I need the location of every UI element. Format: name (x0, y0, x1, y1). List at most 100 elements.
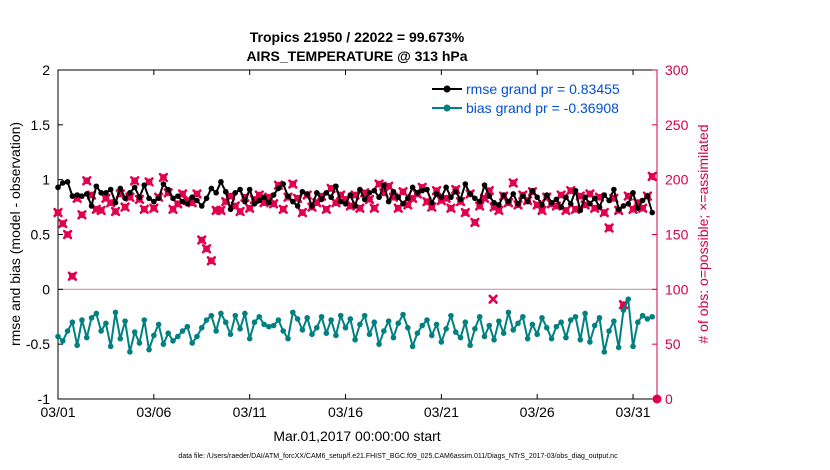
obs-assimilated-marker (139, 204, 149, 214)
bias-point (472, 326, 478, 332)
obs-possible-marker (246, 204, 254, 212)
rmse-point (405, 195, 411, 202)
rmse-point (266, 199, 272, 206)
bias-point (304, 315, 310, 321)
bias-point (299, 327, 306, 333)
rmse-point (69, 193, 76, 199)
bias-point (476, 313, 483, 320)
bias-point (88, 315, 95, 321)
x-tick-label: 03/26 (520, 404, 555, 420)
rmse-point (543, 192, 550, 198)
bias-point (381, 328, 387, 334)
bias-point (615, 344, 622, 351)
obs-possible-marker (131, 177, 139, 185)
rmse-point (625, 200, 632, 207)
y-tick-label: 0 (42, 281, 50, 297)
obs-possible-marker (605, 224, 613, 232)
bias-point (83, 334, 90, 341)
rmse-point (443, 184, 449, 191)
bias-point (534, 331, 540, 338)
rmse-point (524, 198, 531, 205)
bias-point (318, 313, 325, 320)
rmse-point (615, 206, 622, 213)
bias-point (333, 332, 339, 339)
rmse-point (520, 193, 526, 199)
obs-assimilated-marker (599, 207, 609, 218)
rmse-point (299, 188, 306, 195)
bias-point (127, 349, 133, 355)
obs-possible-marker (600, 209, 608, 216)
bias-point (165, 330, 172, 337)
legend-rmse-marker (443, 85, 451, 93)
rmse-point (208, 185, 215, 192)
bias-point (400, 311, 406, 318)
rmse-point (112, 199, 119, 206)
x-tick-label: 03/16 (328, 404, 363, 420)
obs-possible-marker (207, 257, 215, 265)
rmse-point (270, 192, 277, 198)
bias-point (313, 324, 320, 331)
legend: rmse grand pr = 0.83455 bias grand pr = … (432, 81, 620, 116)
obs-possible-marker (231, 202, 239, 210)
bias-point (448, 312, 454, 319)
x-tick-label: 03/11 (233, 404, 267, 420)
rmse-point (127, 190, 133, 196)
obs-assimilated-marker (67, 271, 78, 281)
rmse-point (587, 200, 593, 207)
rmse-point (256, 197, 263, 204)
obs-assimilated-marker (647, 171, 657, 182)
obs-assimilated-marker (216, 205, 226, 216)
obs-possible-marker (327, 185, 335, 192)
obs-assimilated-marker (77, 210, 87, 220)
bias-point (520, 313, 526, 320)
rmse-point (476, 198, 483, 205)
obs-possible-marker (121, 203, 129, 211)
bias-point (290, 309, 296, 316)
obs-possible-marker (198, 236, 206, 244)
rmse-point (294, 203, 301, 209)
obs-assimilated-marker (158, 172, 169, 183)
obs-assimilated-marker (398, 187, 408, 197)
rmse-point (553, 196, 560, 203)
rmse-point (55, 184, 61, 191)
obs-possible-marker (509, 179, 517, 187)
obs-assimilated-marker (110, 206, 121, 217)
obs-possible-marker (174, 200, 182, 208)
bias-point (246, 335, 253, 342)
rmse-point (170, 195, 176, 202)
obs-possible-marker (68, 272, 76, 280)
rmse-point (452, 188, 459, 195)
bias-point (270, 322, 277, 329)
bias-point (64, 328, 71, 334)
rmse-point (424, 186, 430, 193)
rmse-point (558, 204, 564, 210)
bias-point (74, 342, 80, 349)
x-tick-label: 03/06 (136, 404, 171, 420)
bias-point (136, 340, 143, 346)
bias-point (275, 317, 282, 323)
bias-point (385, 318, 392, 324)
bias-point (433, 321, 440, 328)
rmse-point (438, 194, 445, 201)
bias-point (572, 313, 579, 320)
rmse-point (93, 183, 100, 190)
rmse-point (74, 192, 80, 198)
bias-point (625, 296, 632, 303)
bias-point (112, 309, 119, 316)
obs-possible-marker (394, 204, 402, 212)
y-right-tick-label: 300 (665, 62, 689, 78)
bias-point (424, 317, 430, 323)
rmse-point (496, 202, 502, 208)
obs-possible-marker (112, 208, 119, 215)
obs-possible-marker (150, 204, 158, 212)
obs-assimilated-marker (288, 179, 298, 189)
rmse-point (246, 186, 253, 193)
rmse-point (222, 188, 229, 195)
rmse-point (548, 199, 555, 206)
obs-possible-marker (481, 194, 488, 202)
obs-possible-marker (83, 177, 91, 185)
bias-point (553, 323, 560, 330)
y-right-tick-label: 150 (665, 227, 689, 243)
rmse-point (409, 184, 416, 191)
